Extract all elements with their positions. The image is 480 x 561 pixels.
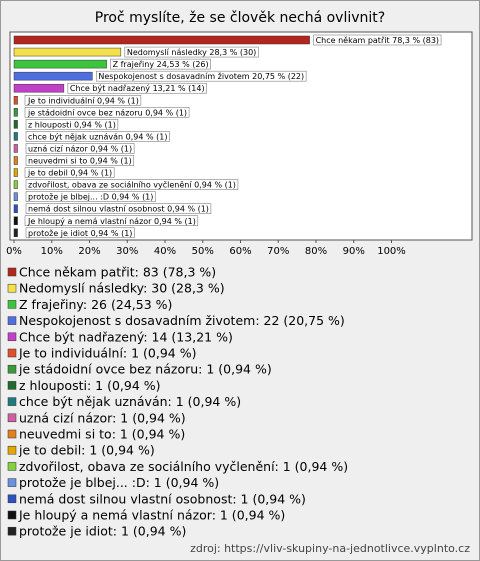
label-box: [124, 46, 259, 58]
x-tick-label: 100%: [377, 246, 406, 257]
data-label: zdvořilost, obava ze sociálního vyčleněn…: [28, 180, 236, 190]
legend-label: neuvedmi si to: 1 (0,94 %): [19, 427, 185, 442]
label-box: [25, 179, 239, 190]
legend-swatch: [7, 364, 17, 374]
label-box: [24, 215, 199, 226]
label-box: [25, 155, 134, 166]
legend-label: protože je idiot: 1 (0,94 %): [19, 524, 186, 539]
data-label: nemá dost silnou vlastní osobnost 0,94 %…: [28, 205, 209, 214]
legend-label: Nedomyslí následky: 30 (28,3 %): [19, 281, 225, 296]
legend-swatch: [7, 462, 17, 471]
label-box: [96, 70, 307, 82]
legend-swatch: [7, 332, 17, 342]
source: zdroj: https://vliv-skupiny-na-jednotliv…: [190, 542, 470, 555]
legend-label: protože je blbej... :D: 1 (0,94 %): [19, 475, 219, 490]
data-label: Je to individuální 0,94 % (1): [27, 96, 139, 105]
bar: [13, 204, 18, 213]
bar: [13, 180, 18, 189]
x-tick-label: 50%: [192, 246, 214, 257]
data-label: protože je idiot 0,94 % (1): [28, 229, 132, 238]
data-label: Je hloupý a nemá vlastní názor 0,94 % (1…: [27, 217, 196, 226]
bar: [13, 192, 18, 201]
legend-label: Je to individuální: 1 (0,94 %): [18, 346, 196, 361]
x-tick-label: 70%: [267, 246, 289, 257]
bar: [13, 71, 93, 81]
legend-label: uzná cizí názor: 1 (0,94 %): [19, 410, 186, 425]
x-tick-label: 30%: [116, 246, 138, 257]
bar: [13, 120, 18, 129]
legend-label: z hlouposti: 1 (0,94 %): [19, 378, 161, 393]
bar: [13, 132, 18, 141]
label-box: [24, 107, 190, 118]
data-label: Chce být nadřazený 13,21 % (14): [70, 84, 205, 93]
legend-swatch: [7, 445, 17, 455]
bar: [13, 108, 18, 117]
legend-label: nemá dost silnou vlastní osobnost: 1 (0,…: [19, 491, 306, 506]
data-label: Nedomyslí následky 28,3 % (30): [127, 48, 256, 57]
label-box: [25, 227, 135, 239]
legend-swatch: [7, 397, 17, 406]
legend-swatch: [7, 429, 17, 439]
legend-label: Je hloupý a nemá vlastní názor: 1 (0,94 …: [18, 508, 285, 523]
x-tick-label: 90%: [343, 246, 365, 257]
legend-swatch: [7, 413, 17, 423]
label-box: [24, 95, 142, 106]
data-label: z hlouposti 0,94 % (1): [28, 120, 116, 129]
label-box: [313, 34, 442, 46]
legend-swatch: [7, 510, 17, 520]
bar: [13, 216, 18, 225]
bar: [13, 156, 18, 165]
chart-title: Proč myslíte, že se člověk nechá ovlivni…: [95, 10, 385, 26]
legend-swatch: [7, 300, 17, 309]
legend-swatch: [7, 316, 17, 325]
data-label: je to debil 0,94 % (1): [27, 169, 112, 178]
x-tick-label: 10%: [41, 246, 63, 257]
legend-swatch: [7, 283, 17, 293]
legend-label: Chce být nadřazený: 14 (13,21 %): [19, 329, 233, 344]
data-label: uzná cizí názor 0,94 % (1): [28, 144, 132, 153]
legend-label: chce být nějak uznáván: 1 (0,94 %): [19, 394, 241, 409]
legend-label: zdvořilost, obava ze sociálního vyčleněn…: [19, 459, 348, 474]
label-box: [25, 131, 170, 142]
data-label: Z frajeřiny 24,53 % (26): [113, 60, 209, 69]
data-label: Nespokojenost s dosavadním životem 20,75…: [98, 72, 304, 81]
label-box: [110, 58, 211, 70]
bar: [13, 168, 18, 177]
label-box: [25, 143, 135, 154]
data-label: neuvedmi si to 0,94 % (1): [28, 157, 132, 166]
legend-label: je stádoidní ovce bez názoru: 1 (0,94 %): [18, 362, 272, 377]
label-box: [25, 191, 156, 202]
x-tick-label: 60%: [229, 246, 251, 257]
label-box: [25, 119, 119, 130]
data-label: Chce někam patřit 78,3 % (83): [316, 36, 439, 45]
data-label: je stádoidní ovce bez názoru 0,94 % (1): [27, 108, 187, 117]
legend-label: Nespokojenost s dosavadním životem: 22 (…: [19, 313, 345, 328]
legend-label: je to debil: 1 (0,94 %): [18, 443, 155, 458]
legend-swatch: [7, 381, 17, 390]
bar: [13, 35, 310, 45]
x-tick-label: 0%: [6, 246, 22, 257]
x-tick-label: 20%: [78, 246, 100, 257]
legend-swatch: [7, 348, 17, 358]
legend-swatch: [7, 267, 17, 277]
bar: [13, 83, 65, 93]
legend-label: Z frajeřiny: 26 (24,53 %): [19, 297, 172, 312]
bar: [13, 47, 122, 57]
bar: [13, 96, 18, 105]
x-tick-label: 40%: [154, 246, 176, 257]
label-box: [25, 203, 212, 214]
bar: [13, 59, 107, 69]
data-label: protože je blbej... :D 0,94 % (1): [28, 193, 153, 202]
legend-label: Chce někam patřit: 83 (78,3 %): [19, 265, 216, 280]
label-box: [67, 82, 207, 94]
label-box: [24, 167, 115, 178]
legend-swatch: [7, 526, 17, 536]
bar: [13, 228, 18, 238]
data-label: chce být nějak uznáván 0,94 % (1): [28, 132, 167, 141]
legend-swatch: [7, 494, 17, 504]
bar: [13, 144, 18, 153]
legend-swatch: [7, 478, 17, 487]
x-tick-label: 80%: [305, 246, 327, 257]
